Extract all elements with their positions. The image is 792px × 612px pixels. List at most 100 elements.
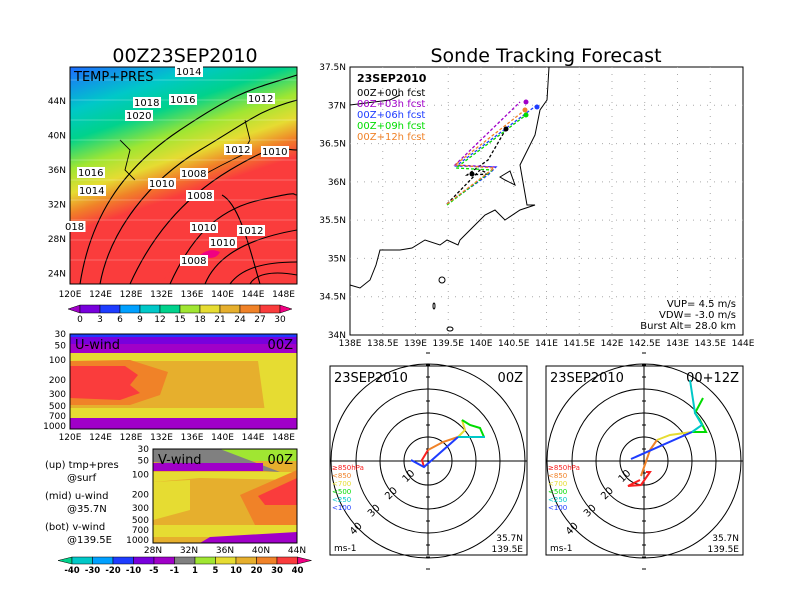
colorbar-swatch [256, 556, 278, 565]
lat-tick-label: 32N [48, 201, 66, 211]
pressure-tick-label: 300 [132, 504, 149, 514]
lon-tick-label: 136E [181, 290, 204, 300]
note-line: (mid) u-wind [45, 491, 108, 502]
colorbar-label: 3 [97, 315, 103, 325]
colorbar-label: 12 [154, 315, 165, 325]
note-line: @139.5E [67, 535, 112, 546]
panel-notes: (up) tmp+pres @surf (mid) u-wind @35.7N (bot… [45, 460, 119, 546]
hodo-lat: 35.7N [496, 534, 523, 544]
colorbar-swatch [119, 304, 141, 314]
colorbar-swatch [276, 556, 298, 565]
colorbar-label: 10 [230, 566, 242, 576]
colorbar-label: 30 [274, 315, 286, 325]
lon-tick-label: 140.5E [498, 339, 530, 349]
v-wind-section [153, 449, 297, 543]
hodo-legend-item: <250 [548, 496, 567, 504]
colorbar-label: 1 [192, 566, 198, 576]
pressure-tick-label: 500 [132, 516, 149, 526]
trace-850-plus [420, 449, 429, 468]
pressure-tick-label: 100 [132, 470, 149, 480]
lon-tick-label: 139.5E [433, 339, 465, 349]
pressure-tick-label: 30 [138, 445, 150, 455]
trace-100 [410, 436, 459, 469]
isobar-label-bg [175, 66, 203, 77]
lat-tick-label: 24N [48, 270, 66, 280]
lon-tick-label: 142.5E [629, 339, 661, 349]
hodo-unit: ms-1 [334, 544, 356, 554]
isobar-label-bg [169, 94, 197, 105]
lon-tick-label: 144E [242, 290, 265, 300]
lon-tick-label: 140E [211, 290, 234, 300]
track-endpoint [534, 104, 540, 110]
lon-tick-label: 143.5E [695, 339, 727, 349]
hodo-legend-item: <500 [332, 488, 351, 496]
lat-tick-label: 44N [288, 546, 306, 556]
isobar-label-bg [77, 167, 105, 178]
pressure-tick-label: 700 [49, 412, 66, 422]
isobar-label-bg [186, 190, 214, 201]
isobar-label-bg [247, 93, 275, 104]
colorbar-swatch [139, 304, 161, 314]
hodo-00z-trace [410, 419, 485, 469]
info-line: VDW= -3.0 m/s [659, 310, 736, 321]
colorbar-swatch [259, 304, 281, 314]
isobar-label-bg [261, 146, 289, 157]
colorbar-swatch [71, 556, 93, 565]
lat-tick-label: 44N [48, 97, 66, 107]
lat-tick-label: 32N [180, 546, 198, 556]
track-endpoint [503, 126, 509, 132]
lon-tick-label: 139E [404, 339, 427, 349]
hodo-legend-item: <500 [548, 488, 567, 496]
colorbar-swatch [239, 304, 261, 314]
hodo-legend-item: ≥850hPa [548, 464, 580, 472]
trace-850 [427, 436, 459, 451]
colorbar-swatch [194, 556, 216, 565]
sonde-tracks [446, 99, 540, 206]
colorbar-swatch [92, 556, 114, 565]
info-line: VUP= 4.5 m/s [667, 299, 736, 310]
lat-tick-label: 40N [48, 132, 66, 142]
colorbar-label: 21 [214, 315, 225, 325]
u-wind-section [70, 334, 297, 429]
colorbar-label: -10 [126, 566, 141, 576]
lat-tick-label: 35N [328, 254, 346, 264]
colorbar-label: -1 [170, 566, 180, 576]
colorbar-label: 24 [234, 315, 246, 325]
track-06h [446, 104, 538, 205]
lon-tick-label: 120E [59, 290, 82, 300]
lon-tick-label: 140E [470, 339, 493, 349]
lon-tick-label: 144E [242, 433, 265, 443]
legend-item: 00Z+03h fcst [357, 99, 425, 110]
lat-tick-label: 40N [252, 546, 270, 556]
colorbar-swatch [235, 556, 257, 565]
isobar-label: 1010 [262, 147, 287, 158]
isobar-label: 1016 [78, 168, 103, 179]
pressure-tick-label: 50 [55, 342, 67, 352]
pressure-tick-label: 700 [132, 526, 149, 536]
legend-item: 00Z+06h fcst [357, 110, 425, 121]
colorbar-swatch [215, 556, 237, 565]
u-wind-label: U-wind [75, 338, 120, 353]
v-wind-frame [152, 448, 298, 544]
isobar-label-bg [133, 97, 161, 108]
hodo-legend-item: <850 [332, 472, 351, 480]
isobar-label-bg [125, 110, 153, 121]
colorbar-swatch [79, 304, 101, 314]
isobar-label: 1014 [176, 67, 201, 78]
lon-tick-label: 140E [211, 433, 234, 443]
pressure-tick-label: 30 [55, 330, 67, 340]
lon-tick-label: 120E [59, 433, 82, 443]
lon-tick-label: 148E [272, 290, 295, 300]
trace-850-plus [627, 471, 652, 487]
isobar-label-bg [190, 222, 218, 233]
lat-tick-label: 34N [328, 331, 346, 341]
hodo-time: 00+12Z [686, 371, 739, 386]
left-title: 00Z23SEP2010 [112, 45, 257, 67]
coastline [349, 66, 550, 332]
pressure-tick-label: 500 [49, 402, 66, 412]
